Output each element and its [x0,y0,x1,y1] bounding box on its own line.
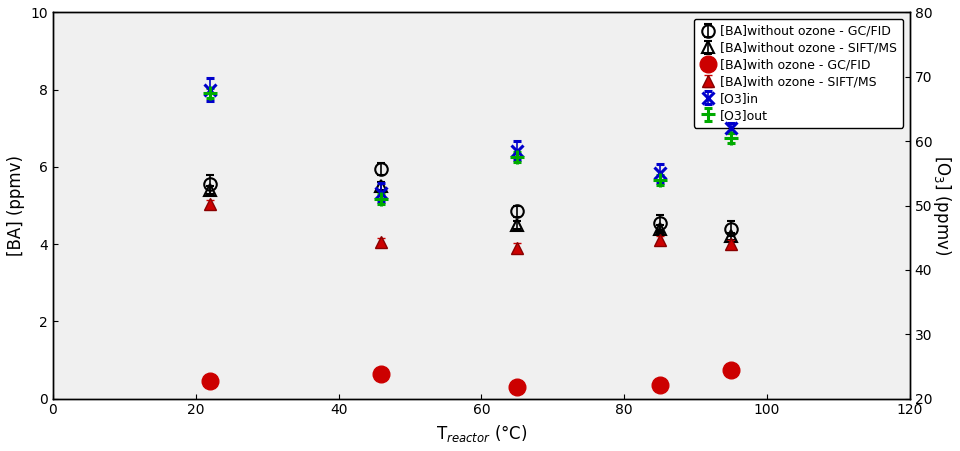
X-axis label: T$_{reactor}$ (°C): T$_{reactor}$ (°C) [436,423,527,444]
Y-axis label: [O$_3$] (ppmv): [O$_3$] (ppmv) [931,156,953,256]
Y-axis label: [BA] (ppmv): [BA] (ppmv) [7,155,25,256]
Legend: [BA]without ozone - GC/FID, [BA]without ozone - SIFT/MS, [BA]with ozone - GC/FID: [BA]without ozone - GC/FID, [BA]without … [694,18,903,128]
